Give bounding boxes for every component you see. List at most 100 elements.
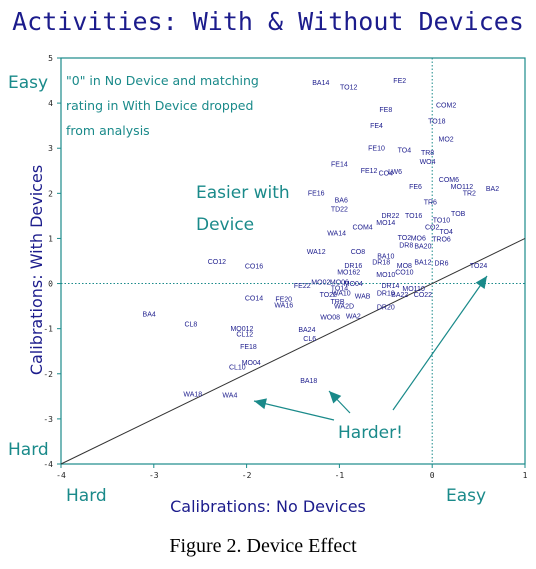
data-point: FE12 [361,168,378,175]
axis-ticks: -4 -3 -2 -1 0 1 -4 -3 -2 -1 0 1 2 3 4 5 [43,54,527,480]
data-point: DR14 [381,283,399,290]
y-hard-label: Hard [8,440,49,460]
easier-line-1: Easier with [196,183,290,203]
note-line-1: "0" in No Device and matching [66,73,259,88]
data-point: CO22 [414,292,432,299]
y-tick-label: -3 [43,415,53,424]
data-point: FE4 [370,123,383,130]
data-points: BA14 FE2 TO12 FE8 COM2 FE4 TO18 MO2 FE10 TO4 TR8 WO… [143,78,500,400]
arrow-head [475,276,487,289]
data-point: TRB [331,299,345,306]
data-point: TO18 [428,118,445,125]
x-tick-label: -3 [149,471,159,480]
data-point: TO4 [398,148,412,155]
data-point: MO04 [344,281,363,288]
data-point: LW6 [388,169,402,176]
data-point: CO8 [351,249,366,256]
data-point: MO112 [451,184,474,191]
x-tick-label: 1 [523,471,528,480]
data-point: MO012 [230,326,253,333]
x-tick-label: -2 [242,471,252,480]
y-easy-label: Easy [8,73,48,93]
data-point: BA6 [335,197,348,204]
y-tick-label: 0 [48,280,53,289]
data-point: MO2 [439,136,454,143]
chart-title: Activities: With & Without Devices [12,7,524,36]
data-point: MO10 [376,272,395,279]
data-point: WAB [355,293,371,300]
data-point: CO12 [208,259,226,266]
data-point: WA2 [346,314,361,321]
figure-caption: Figure 2. Device Effect [169,535,357,557]
data-point: WA4 [222,393,237,400]
data-point: CO4 [379,170,394,177]
note-line-3: from analysis [66,123,150,138]
data-point: MO04 [242,360,261,367]
data-point: BA14 [312,80,329,87]
data-point: TO14 [331,285,348,292]
data-point: FE22 [294,283,311,290]
x-tick-label: -1 [335,471,345,480]
data-point: FE10 [368,145,385,152]
data-point: TR8 [421,150,434,157]
y-tick-label: -1 [43,325,53,334]
data-point: BA4 [143,311,156,318]
data-point: BA20 [414,243,431,250]
y-tick-label: 5 [48,54,53,63]
data-point: DR8 [399,242,413,249]
data-point: CO10 [395,270,413,277]
data-point: MO14 [376,220,395,227]
data-point: TO22 [320,292,337,299]
data-point: DR22 [381,213,399,220]
data-point: WA10 [332,290,351,297]
data-point: WA12 [307,249,326,256]
data-point: MO8 [397,263,412,270]
harder-label: Harder! [338,423,403,443]
data-point: COM4 [352,224,372,231]
data-point: DR10 [377,291,395,298]
data-point: FE18 [240,344,257,351]
y-tick-label: -2 [43,370,53,379]
data-point: CL8 [184,321,197,328]
y-tick-label: 3 [48,144,53,153]
y-tick-label: -4 [43,460,53,469]
data-point: MO162 [337,270,360,277]
data-point: WA14 [327,230,346,237]
data-point: DR20 [377,305,395,312]
data-point: DR16 [344,263,362,270]
data-point: BA2 [486,186,499,193]
plot-frame [60,57,526,465]
data-point: WO08 [320,315,340,322]
x-tick-label: -4 [56,471,66,480]
data-point: TOB [451,211,466,218]
data-point: FE6 [409,184,422,191]
data-point: TD22 [331,206,348,213]
x-axis-label: Calibrations: No Devices [170,497,366,516]
data-point: CO14 [245,296,263,303]
data-point: MO110 [402,286,425,293]
data-point: TR2 [463,191,476,198]
y-axis-label: Calibrations: With Devices [27,165,46,375]
data-point: TO16 [405,213,422,220]
data-point: CL6 [303,336,316,343]
data-point: TO4 [439,229,453,236]
y-tick-label: 1 [48,234,53,243]
data-point: TO12 [340,85,357,92]
data-point: CL12 [236,331,253,338]
data-point: CO2 [425,224,440,231]
data-point: FE8 [379,107,392,114]
data-point: CL10 [229,364,246,371]
data-point: MO02 [311,279,330,286]
data-point: DR6 [434,261,448,268]
data-point: TRO6 [432,237,451,244]
reference-lines [60,58,526,465]
data-point: COM6 [439,177,459,184]
note-line-2: rating in With Device dropped [66,98,253,113]
data-point: WA2D [334,303,354,310]
identity-line [60,237,526,465]
data-point: FE14 [331,161,348,168]
y-tick-label: 4 [48,99,53,108]
arrow-shaft [253,400,335,421]
data-point: COM2 [436,103,456,110]
x-easy-label: Easy [446,486,486,506]
